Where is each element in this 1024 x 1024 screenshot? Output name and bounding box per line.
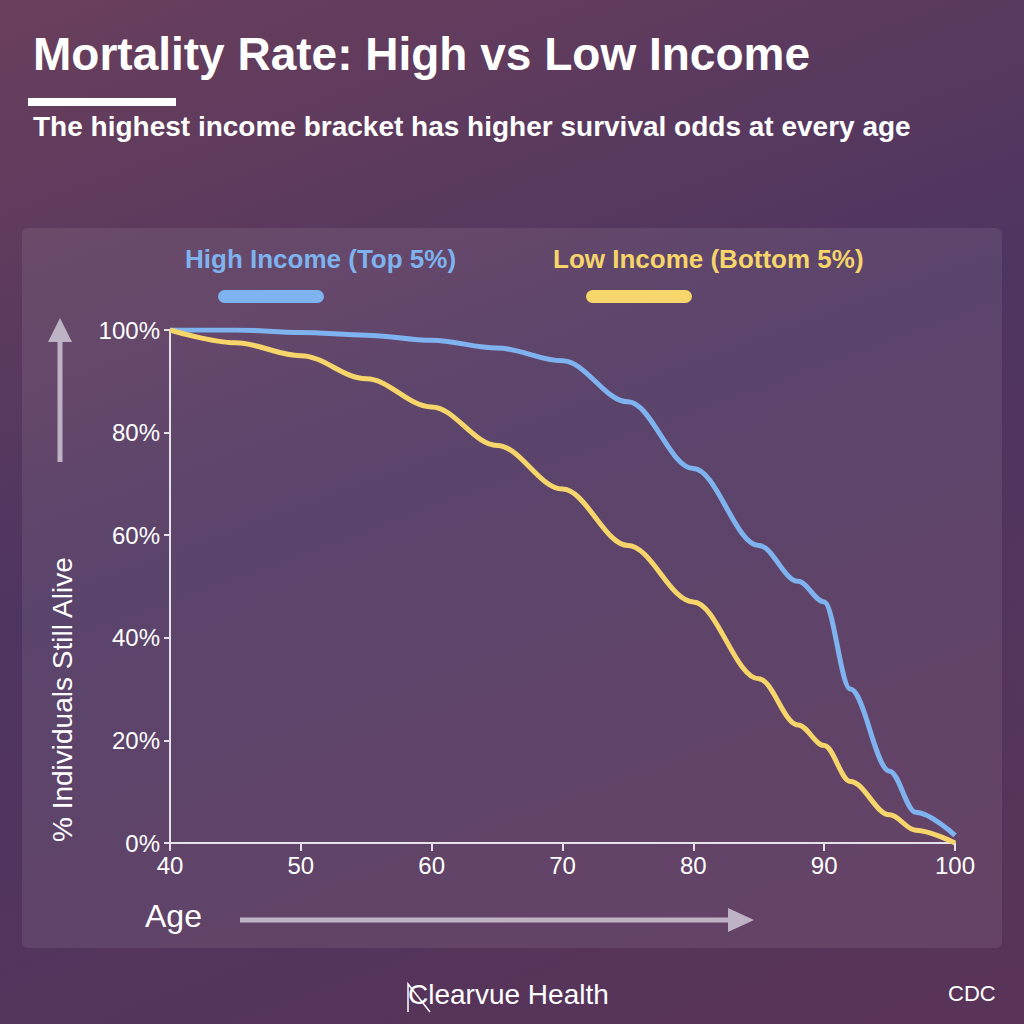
svg-text:40: 40 (157, 852, 184, 879)
svg-text:20%: 20% (112, 727, 160, 754)
svg-text:CDC: CDC (948, 981, 996, 1006)
svg-text:50: 50 (287, 852, 314, 879)
svg-text:80%: 80% (112, 419, 160, 446)
svg-text:100%: 100% (99, 317, 160, 344)
svg-text:60: 60 (418, 852, 445, 879)
svg-text:% Individuals Still Alive: % Individuals Still Alive (47, 557, 78, 842)
svg-text:90: 90 (811, 852, 838, 879)
svg-text:80: 80 (680, 852, 707, 879)
svg-text:The highest income bracket has: The highest income bracket has higher su… (33, 111, 911, 142)
svg-text:Low Income (Bottom 5%): Low Income (Bottom 5%) (553, 244, 864, 274)
svg-text:0%: 0% (125, 830, 160, 857)
svg-text:Age: Age (145, 898, 202, 934)
svg-text:40%: 40% (112, 624, 160, 651)
svg-text:60%: 60% (112, 522, 160, 549)
svg-text:High Income (Top 5%): High Income (Top 5%) (185, 244, 456, 274)
svg-text:100: 100 (935, 852, 975, 879)
svg-text:Mortality Rate: High vs Low In: Mortality Rate: High vs Low Income (33, 28, 810, 80)
svg-text:70: 70 (549, 852, 576, 879)
svg-text:Clearvue Health: Clearvue Health (408, 979, 609, 1010)
